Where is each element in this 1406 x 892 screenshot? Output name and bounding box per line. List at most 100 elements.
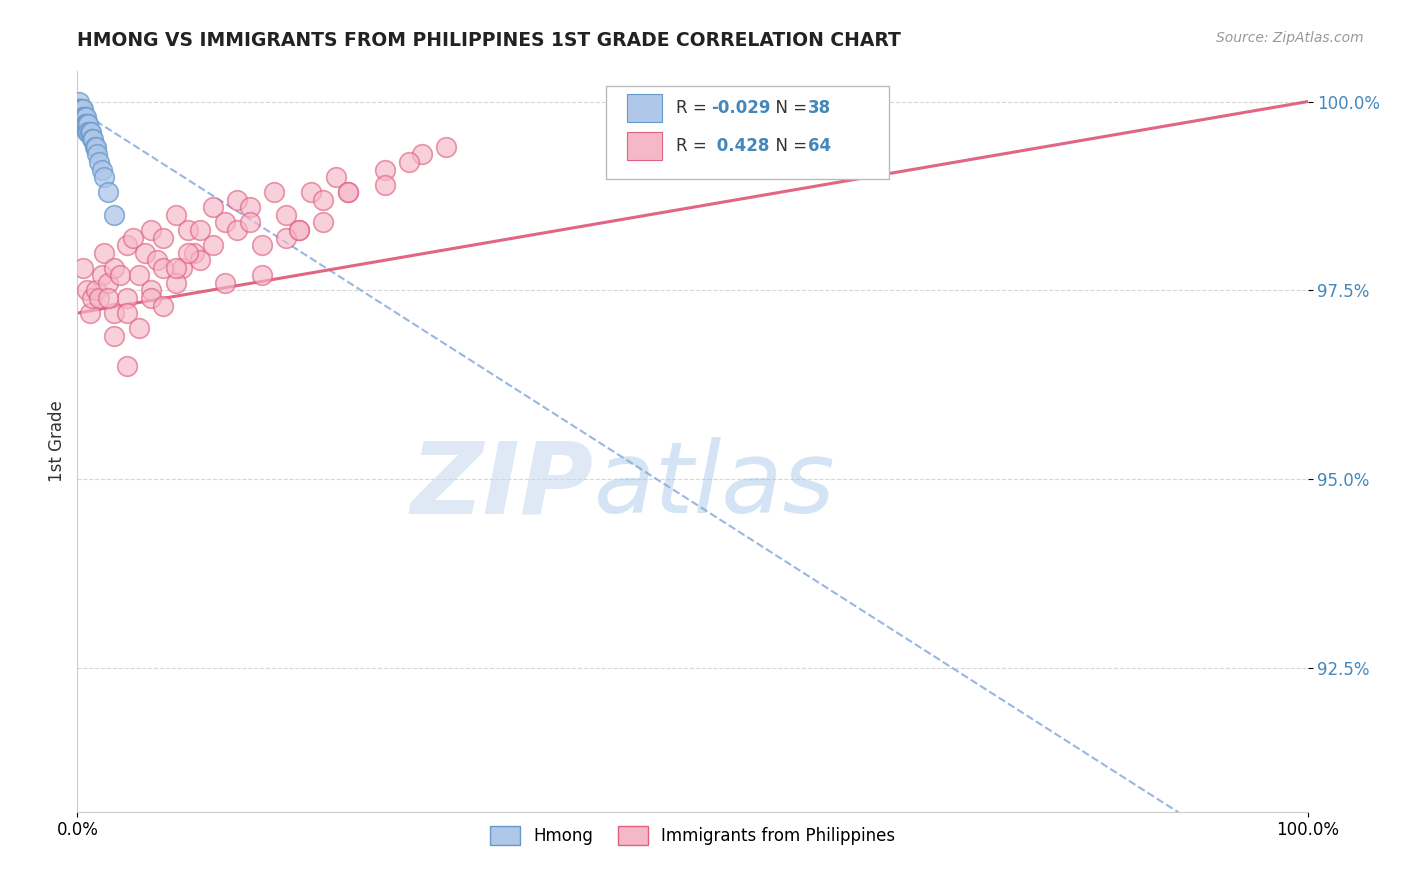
Point	[325, 170, 347, 185]
FancyBboxPatch shape	[606, 87, 890, 178]
Point	[170, 260, 193, 275]
Point	[115, 238, 138, 252]
Point	[188, 223, 212, 237]
Point	[72, 260, 94, 275]
Point	[201, 238, 224, 252]
Point	[110, 268, 132, 283]
Point	[239, 200, 262, 214]
Point	[70, 117, 93, 131]
Point	[177, 245, 200, 260]
Point	[67, 95, 90, 109]
Text: 64: 64	[808, 136, 831, 154]
Point	[115, 291, 138, 305]
Point	[72, 117, 94, 131]
Text: N =: N =	[765, 136, 813, 154]
Point	[152, 299, 174, 313]
Point	[97, 291, 120, 305]
Point	[288, 223, 311, 237]
Point	[67, 102, 90, 116]
FancyBboxPatch shape	[627, 94, 662, 122]
Point	[93, 245, 115, 260]
Point	[75, 117, 97, 131]
FancyBboxPatch shape	[627, 131, 662, 160]
Point	[165, 208, 187, 222]
Point	[288, 223, 311, 237]
Point	[146, 253, 169, 268]
Point	[97, 186, 120, 200]
Point	[77, 125, 100, 139]
Point	[73, 110, 96, 124]
Point	[70, 102, 93, 116]
Point	[70, 110, 93, 124]
Point	[152, 260, 174, 275]
Point	[89, 291, 111, 305]
Point	[82, 291, 104, 305]
Point	[337, 186, 360, 200]
Point	[436, 140, 458, 154]
Point	[76, 125, 98, 139]
Point	[299, 186, 322, 200]
Point	[398, 155, 420, 169]
Point	[239, 215, 262, 229]
Point	[134, 245, 156, 260]
Point	[93, 170, 115, 185]
Point	[165, 276, 187, 290]
Point	[226, 223, 249, 237]
Point	[263, 186, 285, 200]
Point	[411, 147, 433, 161]
Point	[69, 102, 91, 116]
Text: 0.428: 0.428	[711, 136, 769, 154]
Point	[141, 284, 163, 298]
Point	[103, 260, 125, 275]
Point	[141, 291, 163, 305]
Point	[276, 230, 298, 244]
Text: ZIP: ZIP	[411, 437, 595, 534]
Point	[103, 306, 125, 320]
Point	[128, 268, 150, 283]
Point	[121, 230, 143, 244]
Point	[103, 328, 125, 343]
Point	[201, 200, 224, 214]
Point	[76, 117, 98, 131]
Text: R =: R =	[676, 136, 713, 154]
Point	[84, 284, 107, 298]
Point	[115, 306, 138, 320]
Point	[77, 117, 100, 131]
Point	[70, 110, 93, 124]
Point	[374, 162, 396, 177]
Point	[188, 253, 212, 268]
Y-axis label: 1st Grade: 1st Grade	[48, 401, 66, 483]
Point	[70, 110, 93, 124]
Point	[312, 193, 335, 207]
Point	[80, 125, 103, 139]
Point	[250, 238, 273, 252]
Text: atlas: atlas	[595, 437, 835, 534]
Point	[226, 193, 249, 207]
Point	[97, 276, 120, 290]
Point	[374, 178, 396, 192]
Point	[69, 102, 91, 116]
Legend: Hmong, Immigrants from Philippines: Hmong, Immigrants from Philippines	[482, 819, 903, 852]
Point	[84, 140, 107, 154]
Point	[79, 306, 101, 320]
Point	[165, 260, 187, 275]
Point	[72, 117, 94, 131]
Point	[152, 230, 174, 244]
Point	[103, 208, 125, 222]
Text: HMONG VS IMMIGRANTS FROM PHILIPPINES 1ST GRADE CORRELATION CHART: HMONG VS IMMIGRANTS FROM PHILIPPINES 1ST…	[77, 31, 901, 50]
Point	[337, 186, 360, 200]
Point	[70, 102, 93, 116]
Point	[214, 276, 236, 290]
Point	[312, 215, 335, 229]
Point	[69, 110, 91, 124]
Text: Source: ZipAtlas.com: Source: ZipAtlas.com	[1216, 31, 1364, 45]
Point	[128, 321, 150, 335]
Point	[67, 102, 90, 116]
Point	[82, 132, 104, 146]
Text: R =: R =	[676, 99, 713, 117]
Point	[177, 223, 200, 237]
Text: 38: 38	[808, 99, 831, 117]
Point	[90, 162, 114, 177]
Point	[75, 117, 97, 131]
Point	[115, 359, 138, 373]
